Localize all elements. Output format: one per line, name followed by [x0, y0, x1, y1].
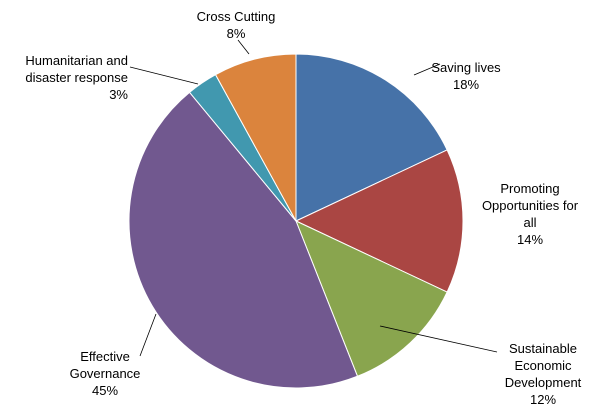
pie-slice-promoting-opportunities-for-all: [294, 149, 464, 293]
slice-name-effective-governance: Governance: [70, 366, 141, 381]
leader-line-humanitarian-and-disaster-response: [129, 66, 199, 85]
slice-label-sustainable-economic-development: Sustainable Economic Development 12%: [505, 341, 582, 407]
slice-label-saving-lives: Saving lives 18%: [431, 60, 501, 92]
slice-name-promoting-opportunities-for-all: Promoting: [500, 181, 559, 196]
pie-slice-cross-cutting: [214, 53, 297, 222]
slice-label-cross-cutting: Cross Cutting 8%: [197, 9, 276, 41]
pie-slice-saving-lives: [295, 53, 448, 222]
slice-labels: Saving lives 18% Promoting Opportunities fo…: [25, 9, 581, 407]
slice-name-humanitarian-and-disaster-response: disaster response: [25, 70, 128, 85]
slice-label-humanitarian-and-disaster-response: Humanitarian and disaster response 3%: [25, 53, 128, 102]
leader-line-saving-lives: [413, 63, 441, 76]
slice-name-saving-lives: Saving lives: [431, 60, 501, 75]
leader-line-sustainable-economic-development: [379, 325, 498, 353]
leader-line-cross-cutting: [237, 39, 250, 55]
leader-lines: [129, 39, 498, 357]
slice-label-promoting-opportunities-for-all: Promoting Opportunities for all 14%: [482, 181, 579, 247]
slice-percent-saving-lives: 18%: [453, 77, 479, 92]
slice-name-promoting-opportunities-for-all: Opportunities for: [482, 198, 579, 213]
slice-name-promoting-opportunities-for-all: all: [523, 215, 536, 230]
slice-percent-effective-governance: 45%: [92, 383, 118, 398]
slice-name-sustainable-economic-development: Economic: [514, 358, 572, 373]
slice-name-effective-governance: Effective: [80, 349, 130, 364]
leader-line-effective-governance: [139, 313, 157, 357]
slice-percent-sustainable-economic-development: 12%: [530, 392, 556, 407]
slice-percent-cross-cutting: 8%: [227, 26, 246, 41]
slice-label-effective-governance: Effective Governance 45%: [70, 349, 141, 398]
pie-slice-effective-governance: [128, 91, 359, 389]
pie-slice-sustainable-economic-development: [295, 220, 448, 377]
slice-name-sustainable-economic-development: Sustainable: [509, 341, 577, 356]
slice-name-sustainable-economic-development: Development: [505, 375, 582, 390]
slice-name-humanitarian-and-disaster-response: Humanitarian and: [25, 53, 128, 68]
pie-slices: [128, 53, 464, 389]
slice-percent-promoting-opportunities-for-all: 14%: [517, 232, 543, 247]
slice-percent-humanitarian-and-disaster-response: 3%: [109, 87, 128, 102]
slice-name-cross-cutting: Cross Cutting: [197, 9, 276, 24]
